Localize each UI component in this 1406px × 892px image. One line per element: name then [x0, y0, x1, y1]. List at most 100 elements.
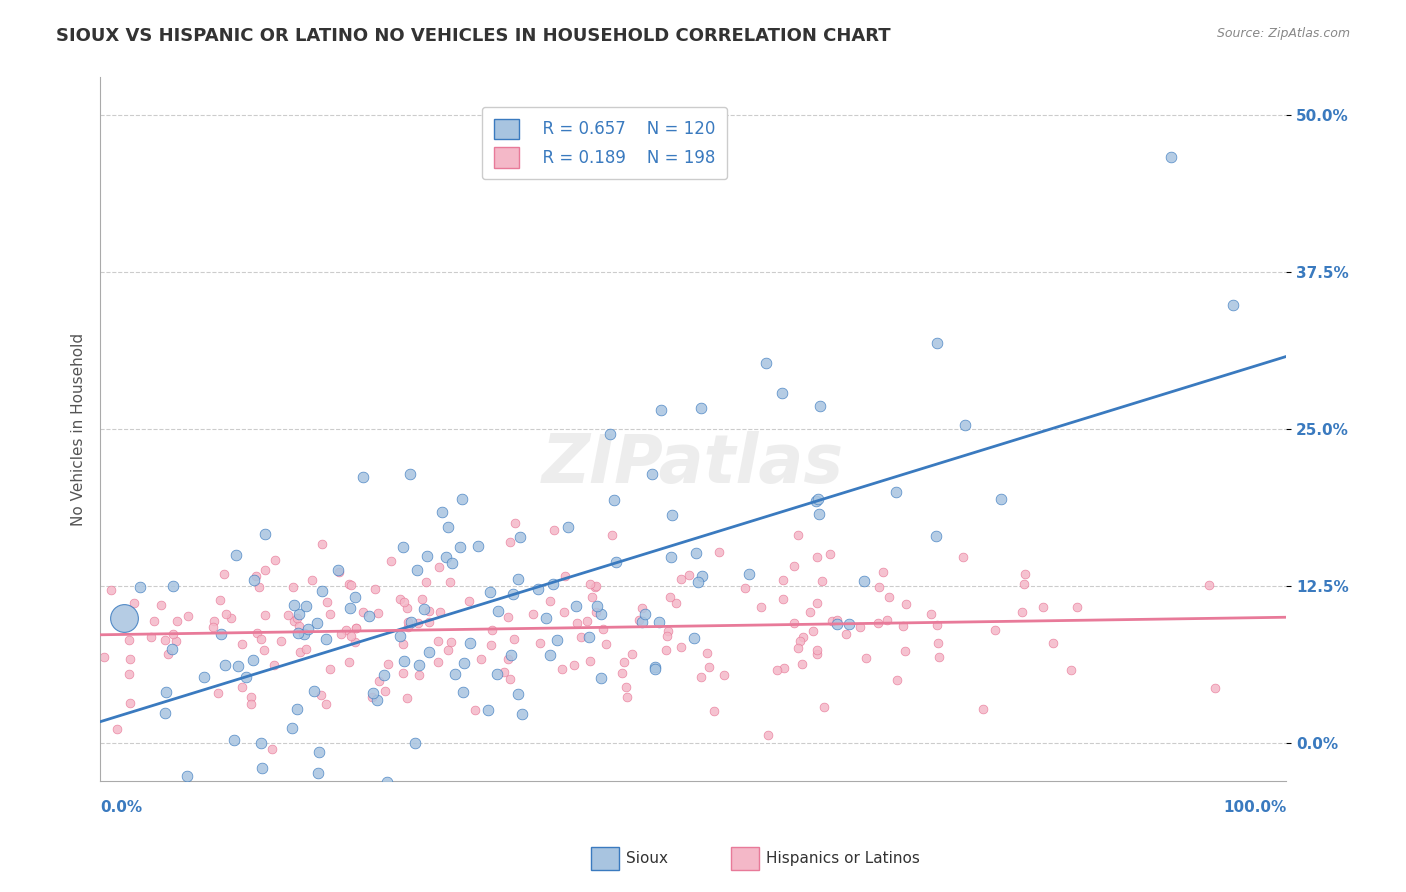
Point [835, 627, 858, 641]
Point [928, 649, 950, 664]
Point [592, 623, 614, 637]
Point [853, 574, 876, 589]
Point [614, 680, 637, 694]
Point [583, 580, 606, 594]
Point [335, 624, 357, 638]
Text: Hispanics or Latinos: Hispanics or Latinos [766, 851, 920, 865]
Point [392, 540, 415, 554]
Point [782, 616, 804, 631]
Point [634, 607, 657, 621]
Point [640, 467, 662, 481]
Point [659, 550, 682, 565]
Point [807, 491, 830, 506]
Point [166, 615, 188, 629]
Point [496, 610, 519, 624]
Point [782, 559, 804, 574]
Point [467, 539, 489, 553]
Point [352, 469, 374, 483]
Point [373, 668, 395, 682]
Point [202, 614, 225, 628]
Point [312, 792, 335, 806]
Point [374, 684, 396, 698]
Point [139, 631, 162, 645]
Point [792, 657, 814, 671]
Point [243, 574, 266, 588]
Point [277, 607, 299, 622]
Point [501, 648, 523, 662]
Point [399, 467, 422, 481]
Point [1160, 150, 1182, 164]
Point [813, 699, 835, 714]
Point [527, 582, 550, 596]
Point [415, 575, 437, 590]
Point [118, 696, 141, 710]
Point [838, 616, 860, 631]
Point [436, 520, 458, 534]
Point [444, 666, 467, 681]
Point [578, 631, 600, 645]
Point [581, 590, 603, 604]
Point [591, 671, 613, 685]
Point [678, 567, 700, 582]
Point [302, 684, 325, 698]
Point [295, 599, 318, 614]
Point [502, 587, 524, 601]
Point [554, 569, 576, 583]
Point [486, 604, 509, 618]
Point [571, 630, 593, 644]
Point [564, 599, 586, 613]
Point [821, 615, 844, 629]
Point [811, 574, 834, 588]
Point [392, 654, 415, 668]
Point [506, 687, 529, 701]
Point [1222, 298, 1244, 312]
Point [281, 721, 304, 735]
Point [602, 493, 624, 508]
Point [925, 529, 948, 543]
Point [896, 598, 918, 612]
Point [288, 607, 311, 621]
Point [682, 632, 704, 646]
Point [546, 632, 568, 647]
Point [283, 598, 305, 612]
Point [105, 722, 128, 736]
Point [242, 653, 264, 667]
Point [120, 652, 142, 666]
Point [538, 648, 561, 663]
Point [648, 615, 671, 630]
Point [825, 614, 848, 628]
Point [688, 575, 710, 590]
Point [765, 664, 787, 678]
Point [389, 591, 412, 606]
Point [543, 523, 565, 537]
Point [177, 609, 200, 624]
Point [301, 573, 323, 587]
Point [1014, 566, 1036, 581]
Text: Source: ZipAtlas.com: Source: ZipAtlas.com [1216, 27, 1350, 40]
Point [316, 595, 339, 609]
Point [208, 593, 231, 607]
Point [254, 607, 277, 622]
Point [631, 615, 654, 629]
Point [343, 591, 366, 605]
Point [451, 685, 474, 699]
Point [541, 577, 564, 591]
Point [307, 615, 329, 630]
Point [418, 645, 440, 659]
Point [157, 647, 180, 661]
Point [118, 666, 141, 681]
Point [799, 605, 821, 619]
Point [339, 600, 361, 615]
Point [337, 576, 360, 591]
Point [1031, 600, 1053, 615]
Point [100, 583, 122, 598]
Point [207, 686, 229, 700]
Point [246, 626, 269, 640]
Point [122, 597, 145, 611]
Point [866, 615, 889, 630]
Point [408, 658, 430, 673]
Point [319, 662, 342, 676]
Point [287, 702, 309, 716]
Point [600, 528, 623, 542]
Point [872, 566, 894, 580]
